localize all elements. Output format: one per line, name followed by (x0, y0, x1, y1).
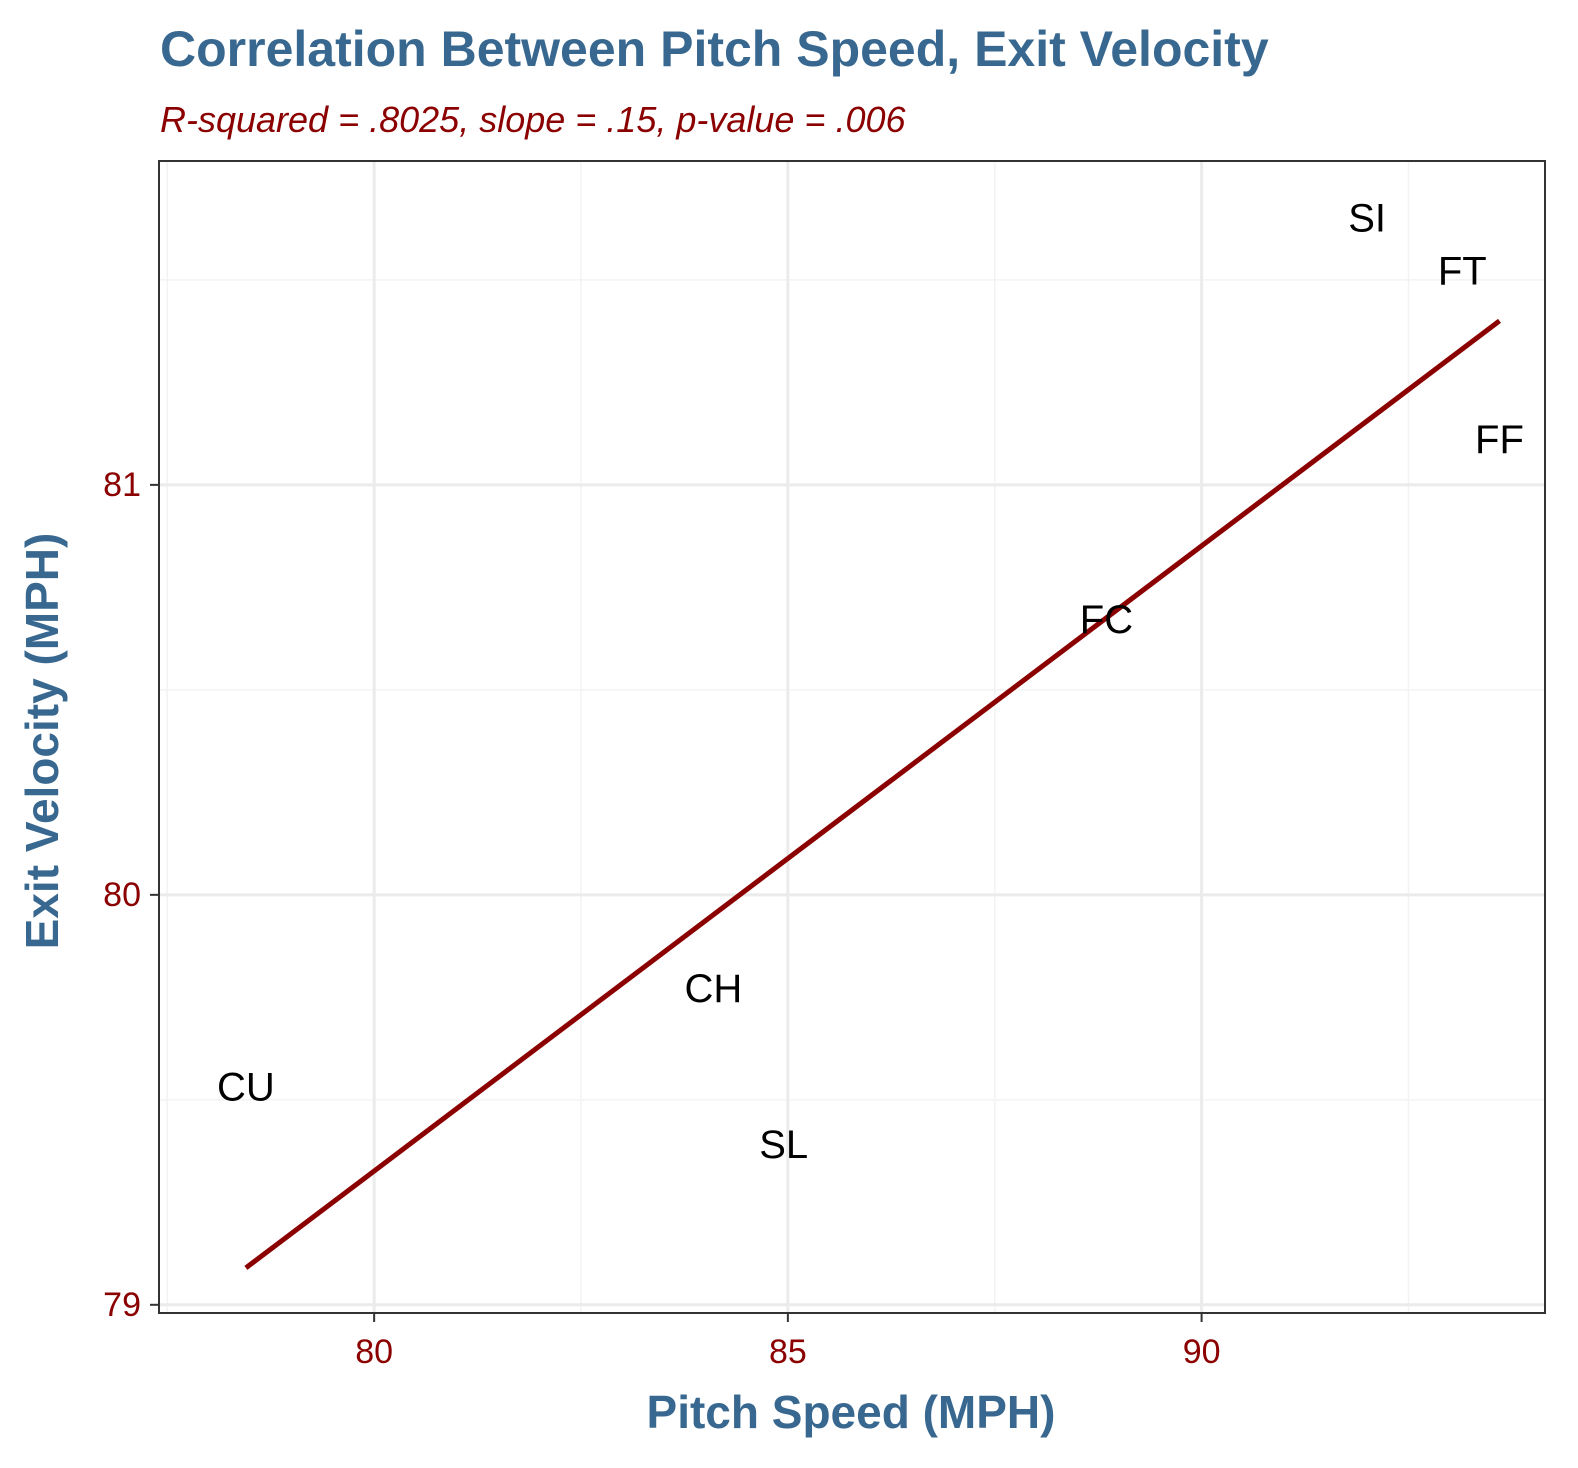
point-label-ff: FF (1475, 418, 1524, 462)
point-label-cu: CU (217, 1066, 275, 1110)
point-label-sl: SL (759, 1123, 808, 1167)
chart-subtitle: R-squared = .8025, slope = .15, p-value … (160, 99, 906, 140)
point-label-fc: FC (1080, 598, 1133, 642)
tick-labels: 80 85 90 79 80 81 (103, 466, 1220, 1371)
point-label-si: SI (1348, 196, 1386, 240)
x-tick-label: 90 (1183, 1333, 1221, 1371)
point-label-ft: FT (1438, 250, 1487, 294)
panel-border (158, 160, 1546, 1314)
y-axis-title: Exit Velocity (MPH) (16, 533, 68, 950)
y-tick-label: 81 (103, 466, 141, 504)
major-gridlines (159, 161, 1545, 1313)
y-tick-label: 79 (103, 1286, 141, 1324)
x-tick-label: 85 (769, 1333, 807, 1371)
y-tick-label: 80 (103, 876, 141, 914)
chart-title: Correlation Between Pitch Speed, Exit Ve… (160, 21, 1269, 77)
x-tick-label: 80 (355, 1333, 393, 1371)
minor-gridlines (159, 161, 1545, 1313)
point-labels: SI FT FF FC CH CU SL (217, 196, 1524, 1167)
axis-ticks (150, 483, 1203, 1322)
regression-line (244, 318, 1501, 1270)
x-axis-title: Pitch Speed (MPH) (647, 1386, 1056, 1438)
point-label-ch: CH (685, 967, 743, 1011)
